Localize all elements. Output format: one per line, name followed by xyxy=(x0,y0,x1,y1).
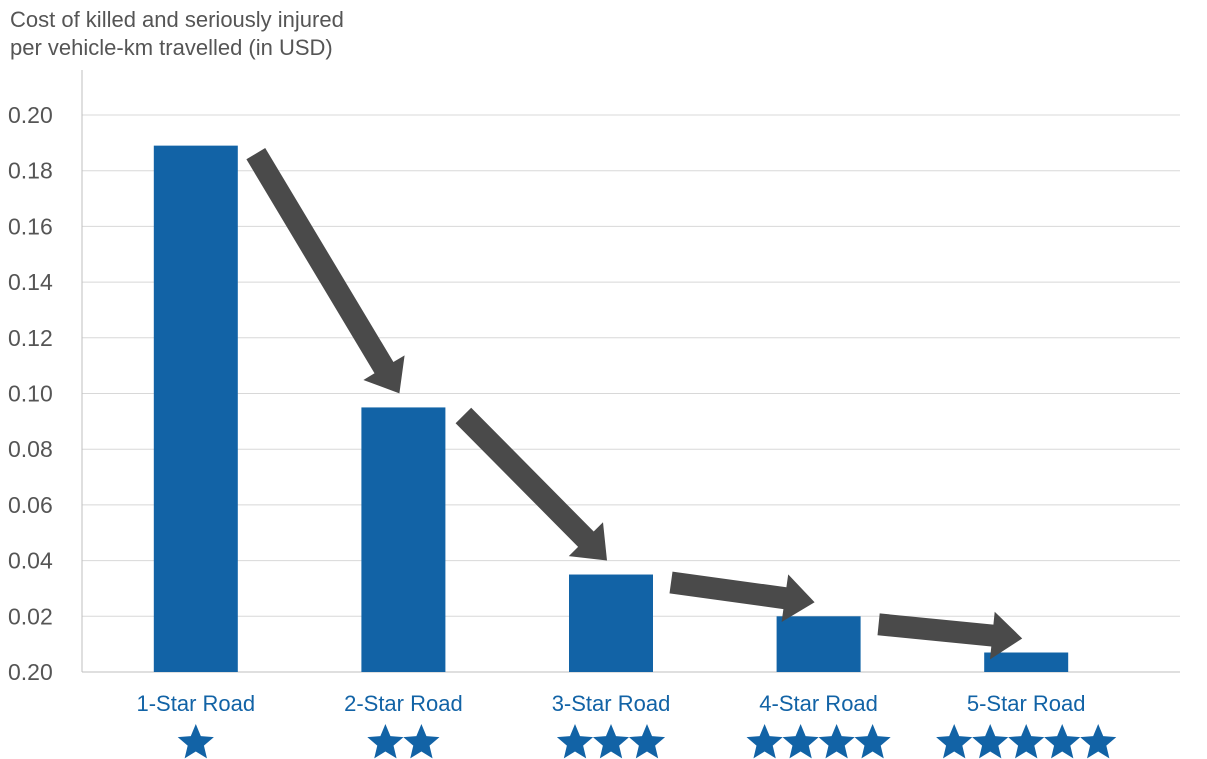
y-tick-label: 0.06 xyxy=(8,492,53,518)
category-label: 3-Star Road xyxy=(552,691,671,716)
star-icon xyxy=(367,724,404,759)
star-icon xyxy=(854,724,891,759)
star-icon xyxy=(403,724,440,759)
star-icon xyxy=(1008,724,1045,759)
y-axis-title-line-1: Cost of killed and seriously injured xyxy=(10,7,344,32)
y-tick-label: 0.14 xyxy=(8,269,53,295)
star-icon xyxy=(556,724,594,759)
category-label: 5-Star Road xyxy=(967,691,1086,716)
y-tick-label: 0.08 xyxy=(8,436,53,462)
category-label: 1-Star Road xyxy=(136,691,255,716)
star-icon xyxy=(628,724,666,759)
star-icon xyxy=(746,724,783,759)
star-icon xyxy=(782,724,819,759)
trend-arrow xyxy=(246,148,405,394)
trend-arrow xyxy=(455,407,607,561)
star-icon xyxy=(972,724,1009,759)
star-icon xyxy=(592,724,630,759)
category-label: 4-Star Road xyxy=(759,691,878,716)
bar xyxy=(361,407,446,672)
bar xyxy=(776,616,861,672)
y-tick-label: 0.02 xyxy=(8,603,53,629)
y-tick-label: 0.12 xyxy=(8,325,53,351)
star-icon xyxy=(818,724,855,759)
star-icon xyxy=(1080,724,1117,759)
trend-arrow xyxy=(877,611,1023,660)
trend-arrow xyxy=(669,571,815,622)
star-icon xyxy=(177,724,214,759)
star-icon xyxy=(1044,724,1081,759)
y-axis-title: Cost of killed and seriously injured per… xyxy=(10,6,344,62)
y-tick-label: 0.04 xyxy=(8,548,53,574)
y-tick-label: 0.16 xyxy=(8,213,53,239)
star-icon xyxy=(936,724,973,759)
y-tick-label: 0.10 xyxy=(8,381,53,407)
bar xyxy=(569,574,653,672)
y-tick-label: 0.18 xyxy=(8,158,53,184)
category-label: 2-Star Road xyxy=(344,691,463,716)
y-tick-label: 0.20 xyxy=(8,659,53,685)
y-tick-label: 0.20 xyxy=(8,102,53,128)
bar xyxy=(153,145,238,672)
bar xyxy=(984,652,1069,672)
y-axis-title-line-2: per vehicle-km travelled (in USD) xyxy=(10,35,333,60)
